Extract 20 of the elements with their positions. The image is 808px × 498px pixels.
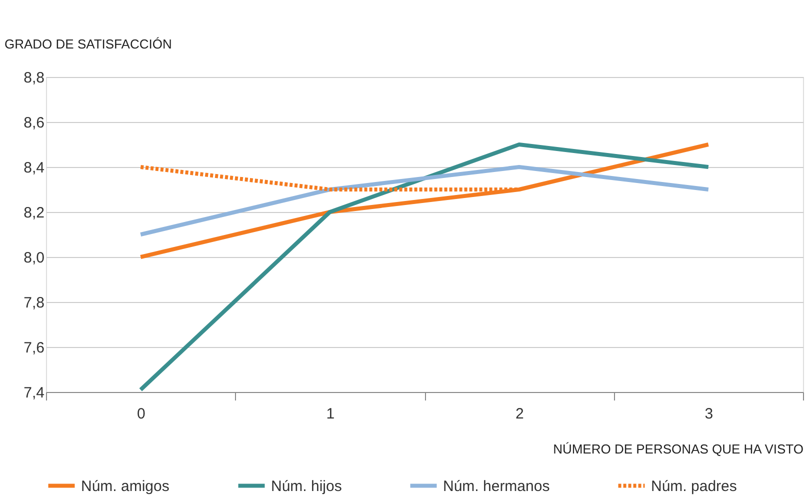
line-series (138, 142, 710, 259)
legend-label: Núm. amigos (81, 478, 170, 495)
y-tick-label: 8,8 (24, 70, 44, 86)
y-tick-label: 8,0 (24, 250, 44, 266)
x-tick-label: 2 (515, 406, 524, 422)
y-tick-label: 7,8 (24, 294, 44, 312)
x-tick-label: 3 (704, 406, 714, 422)
legend-label: Núm. hermanos (443, 478, 550, 495)
line-series (138, 142, 710, 392)
y-tick-label: 8,4 (24, 160, 44, 176)
y-tick-label: 7,4 (24, 384, 44, 402)
y-tick-label: 7,6 (24, 340, 44, 356)
x-tick-label: 0 (136, 406, 146, 422)
legend-label: Núm. padres (651, 478, 737, 495)
y-axis-title: GRADO DE SATISFACCIÓN (4, 36, 172, 52)
y-tick-label: 8,2 (24, 204, 44, 222)
legend-label: Núm. hijos (271, 478, 342, 495)
x-tick-label: 1 (326, 406, 335, 422)
y-tick-label: 8,6 (24, 114, 44, 132)
x-axis-title: NÚMERO DE PERSONAS QUE HA VISTO (553, 442, 804, 456)
